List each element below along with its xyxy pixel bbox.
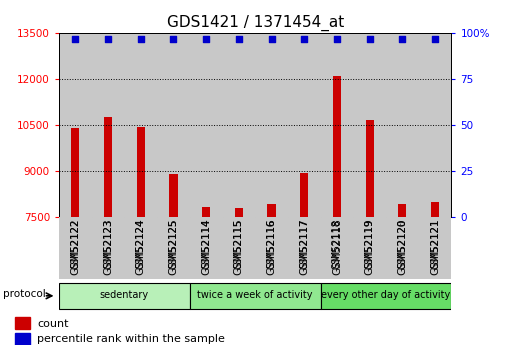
Point [235, 36, 243, 42]
Bar [288, 33, 321, 217]
Bar [15, 333, 30, 345]
Bar [169, 174, 177, 217]
Text: GSM52122: GSM52122 [70, 219, 81, 275]
Bar [235, 207, 243, 217]
Text: GSM52115: GSM52115 [234, 219, 244, 269]
Bar [300, 173, 308, 217]
Text: GSM52122: GSM52122 [70, 219, 81, 269]
Bar [255, 33, 288, 217]
Text: twice a week of activity: twice a week of activity [198, 290, 313, 300]
Bar [15, 317, 30, 329]
Bar [419, 33, 451, 217]
Bar [124, 33, 157, 217]
Text: GSM52123: GSM52123 [103, 219, 113, 275]
Bar [366, 120, 374, 217]
Bar [136, 127, 145, 217]
Text: GSM52125: GSM52125 [168, 219, 179, 275]
Point [71, 36, 80, 42]
Bar [321, 283, 451, 309]
Text: sedentary: sedentary [100, 290, 149, 300]
Bar [267, 204, 275, 217]
Bar [157, 217, 190, 279]
Text: GSM52119: GSM52119 [365, 219, 374, 269]
Bar [71, 128, 80, 217]
Bar [92, 33, 124, 217]
Text: GSM52120: GSM52120 [398, 219, 407, 269]
Bar [223, 33, 255, 217]
Point [366, 36, 374, 42]
Text: GSM52125: GSM52125 [168, 219, 179, 269]
Bar [59, 283, 190, 309]
Bar [321, 217, 353, 279]
Text: GSM52117: GSM52117 [299, 219, 309, 269]
Title: GDS1421 / 1371454_at: GDS1421 / 1371454_at [167, 15, 344, 31]
Bar [255, 217, 288, 279]
Bar [157, 33, 190, 217]
Bar [431, 202, 439, 217]
Point [104, 36, 112, 42]
Text: GSM52121: GSM52121 [430, 219, 440, 275]
Text: percentile rank within the sample: percentile rank within the sample [37, 334, 225, 344]
Point [169, 36, 177, 42]
Text: GSM52124: GSM52124 [136, 219, 146, 269]
Bar [419, 217, 451, 279]
Text: count: count [37, 319, 69, 328]
Text: GSM52116: GSM52116 [267, 219, 277, 275]
Bar [190, 283, 321, 309]
Bar [190, 33, 223, 217]
Point [431, 36, 439, 42]
Bar [353, 217, 386, 279]
Point [398, 36, 406, 42]
Bar [59, 217, 92, 279]
Bar [398, 204, 406, 217]
Point [202, 36, 210, 42]
Text: GSM52115: GSM52115 [234, 219, 244, 275]
Text: GSM52117: GSM52117 [299, 219, 309, 275]
Bar [288, 217, 321, 279]
Point [267, 36, 275, 42]
Text: GSM52118: GSM52118 [332, 219, 342, 269]
Text: GSM52123: GSM52123 [103, 219, 113, 269]
Bar [386, 217, 419, 279]
Bar [223, 217, 255, 279]
Bar [202, 207, 210, 217]
Bar [92, 217, 125, 279]
Text: GSM52118: GSM52118 [332, 219, 342, 275]
Bar [386, 33, 419, 217]
Bar [124, 217, 157, 279]
Bar [353, 33, 386, 217]
Point [333, 36, 341, 42]
Text: GSM52124: GSM52124 [136, 219, 146, 275]
Bar [321, 33, 353, 217]
Text: GSM52114: GSM52114 [201, 219, 211, 275]
Bar [190, 217, 223, 279]
Text: GSM52116: GSM52116 [267, 219, 277, 269]
Text: protocol: protocol [3, 289, 45, 299]
Text: GSM52120: GSM52120 [398, 219, 407, 275]
Text: GSM52121: GSM52121 [430, 219, 440, 269]
Point [136, 36, 145, 42]
Bar [104, 117, 112, 217]
Text: GSM52114: GSM52114 [201, 219, 211, 269]
Bar [59, 33, 92, 217]
Point [300, 36, 308, 42]
Text: GSM52119: GSM52119 [365, 219, 374, 275]
Text: every other day of activity: every other day of activity [322, 290, 450, 300]
Bar [333, 76, 341, 217]
